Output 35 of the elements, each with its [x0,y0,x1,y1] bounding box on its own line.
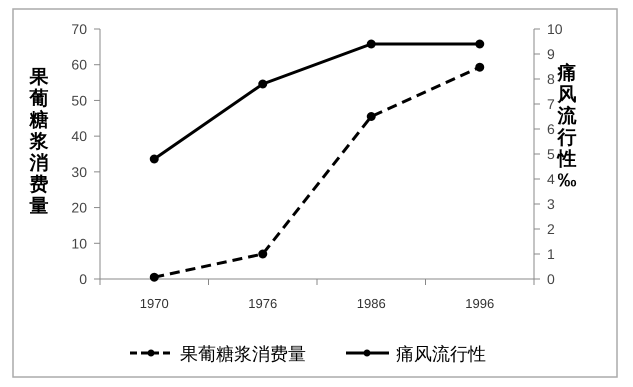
y-tick-label: 40 [71,128,88,144]
point [258,250,268,258]
legend-label: 果葡糖浆消费量 [180,344,306,364]
y-axis-title: 果葡糖浆消费量 [28,67,50,217]
y-tick-label: 60 [71,56,88,73]
x-tick-label: 1976 [248,296,278,311]
y2-tick-label: 5 [547,146,555,162]
y2-tick-label: 3 [547,196,555,212]
x-tick-label: 1996 [465,296,494,311]
y-tick-label: 50 [71,92,88,108]
point [150,272,159,282]
y-tick-label: 0 [79,271,88,287]
point [150,154,159,164]
point [475,62,484,72]
y-tick-label: 20 [71,200,88,216]
x-tick-label: 1986 [356,296,386,311]
y2-axis-title: 痛风流行性‰ [556,62,578,192]
point [475,40,484,48]
y2-tick-label: 2 [547,221,555,237]
point [366,40,376,48]
point [366,112,376,121]
y2-tick-label: 4 [547,171,555,187]
y2-tick-label: 8 [547,71,555,87]
y2-tick-label: 7 [547,96,555,112]
y2-tick-label: 1 [547,246,555,262]
y-tick-label: 30 [71,164,88,180]
y2-tick-label: 0 [547,271,555,287]
y2-tick-label: 10 [547,21,563,37]
x-tick-label: 1970 [140,296,169,311]
y-tick-label: 10 [71,235,88,252]
y2-tick-label: 9 [547,46,555,62]
y-tick-label: 70 [71,21,88,37]
point [258,80,268,88]
legend-label: 痛风流行性 [396,344,486,364]
y2-tick-label: 6 [547,121,555,137]
